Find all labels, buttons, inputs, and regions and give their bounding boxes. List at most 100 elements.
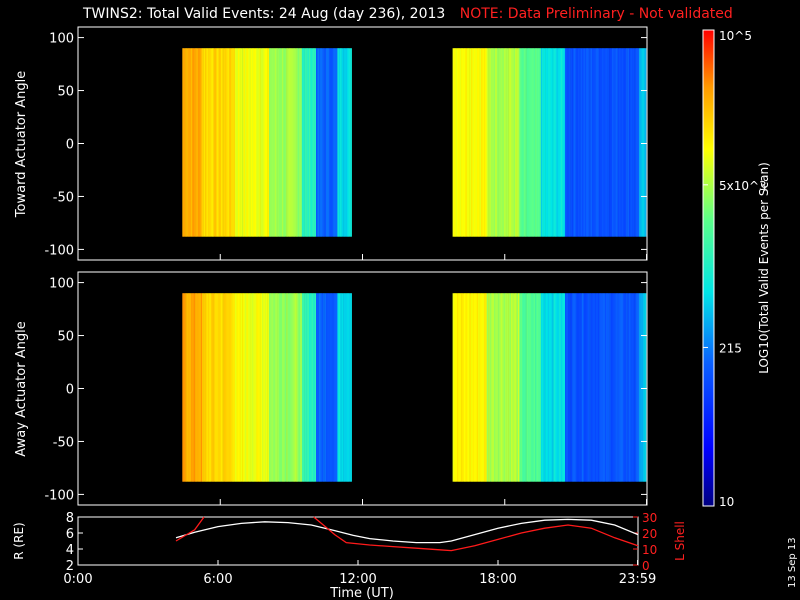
heat-column — [513, 293, 516, 482]
orbit-right-tick-label: 20 — [642, 527, 657, 541]
heat-column — [266, 48, 268, 237]
heat-column — [226, 293, 229, 482]
heat-column — [296, 48, 298, 237]
heat-column — [289, 48, 291, 237]
heat-column — [270, 48, 273, 237]
heat-column — [539, 293, 542, 482]
heat-column — [597, 48, 600, 237]
heat-column — [199, 293, 202, 482]
heat-column — [232, 48, 234, 237]
heat-column — [483, 48, 486, 237]
heat-column — [271, 293, 274, 482]
heat-column — [199, 48, 202, 237]
heat-column — [566, 48, 569, 237]
heat-column — [344, 293, 347, 482]
heat-column — [464, 48, 466, 237]
heat-column — [296, 293, 298, 482]
heat-column — [287, 293, 290, 482]
heat-column — [523, 293, 526, 482]
y-tick-label: 0 — [66, 138, 74, 153]
heat-column — [549, 293, 552, 482]
heat-column — [327, 48, 330, 237]
ylabel-radius: R (RE) — [12, 522, 26, 559]
heat-column — [458, 293, 461, 482]
heat-column — [229, 293, 232, 482]
heat-column — [185, 293, 187, 482]
heat-column — [478, 48, 480, 237]
heat-column — [525, 48, 527, 237]
heat-column — [616, 293, 618, 482]
heat-column — [461, 48, 463, 237]
heat-column — [242, 48, 244, 237]
heat-column — [567, 48, 570, 237]
heat-column — [233, 293, 236, 482]
heat-column — [340, 293, 342, 482]
heat-column — [316, 293, 318, 482]
heat-column — [526, 293, 529, 482]
heat-column — [540, 48, 543, 237]
heat-column — [308, 293, 311, 482]
heat-column — [610, 293, 613, 482]
heat-column — [323, 293, 325, 482]
heat-column — [589, 48, 591, 237]
heat-column — [493, 48, 496, 237]
heat-column — [587, 293, 590, 482]
heat-column — [614, 293, 617, 482]
heat-column — [522, 293, 525, 482]
heat-column — [341, 293, 344, 482]
heat-column — [237, 293, 240, 482]
heat-column — [185, 48, 187, 237]
heat-column — [472, 293, 475, 482]
heat-column — [569, 48, 571, 237]
heat-column — [617, 48, 620, 237]
heat-column — [634, 293, 637, 482]
heat-column — [542, 48, 544, 237]
heat-column — [318, 48, 321, 237]
heat-column — [217, 48, 220, 237]
x-tick-label: 12:00 — [339, 572, 376, 587]
heat-column — [247, 48, 250, 237]
heat-column — [549, 48, 552, 237]
heat-column — [552, 48, 554, 237]
heat-column — [557, 48, 560, 237]
heat-column — [520, 48, 523, 237]
heat-column — [276, 293, 278, 482]
heat-column — [239, 48, 241, 237]
heat-column — [471, 48, 473, 237]
heat-column — [476, 293, 479, 482]
heat-column — [262, 48, 264, 237]
heat-column — [236, 48, 239, 237]
heat-column — [225, 48, 227, 237]
heat-column — [586, 293, 589, 482]
heat-column — [294, 293, 297, 482]
heat-column — [505, 293, 507, 482]
heat-column — [637, 48, 640, 237]
heat-column — [271, 48, 274, 237]
heat-column — [550, 293, 553, 482]
heat-column — [495, 48, 498, 237]
heat-column — [543, 293, 546, 482]
heat-column — [269, 48, 271, 237]
orbit-left-tick-label: 4 — [66, 543, 74, 558]
heat-column — [335, 48, 338, 237]
heat-column — [519, 48, 522, 237]
heat-column — [269, 293, 271, 482]
heat-column — [290, 48, 293, 237]
heat-column — [350, 48, 352, 237]
heat-column — [510, 293, 513, 482]
heat-column — [195, 293, 197, 482]
heat-column — [304, 293, 307, 482]
heat-column — [546, 48, 549, 237]
heat-column — [324, 293, 327, 482]
colorbar-ticks: 10 215 5x10^3 10^5 — [703, 29, 767, 509]
heat-column — [469, 293, 472, 482]
heat-column — [326, 48, 328, 237]
heat-column — [192, 293, 195, 482]
heat-column — [264, 293, 267, 482]
heat-column — [273, 293, 276, 482]
heat-column — [330, 48, 333, 237]
heat-column — [468, 293, 470, 482]
heat-column — [530, 293, 533, 482]
heat-column — [508, 48, 510, 237]
